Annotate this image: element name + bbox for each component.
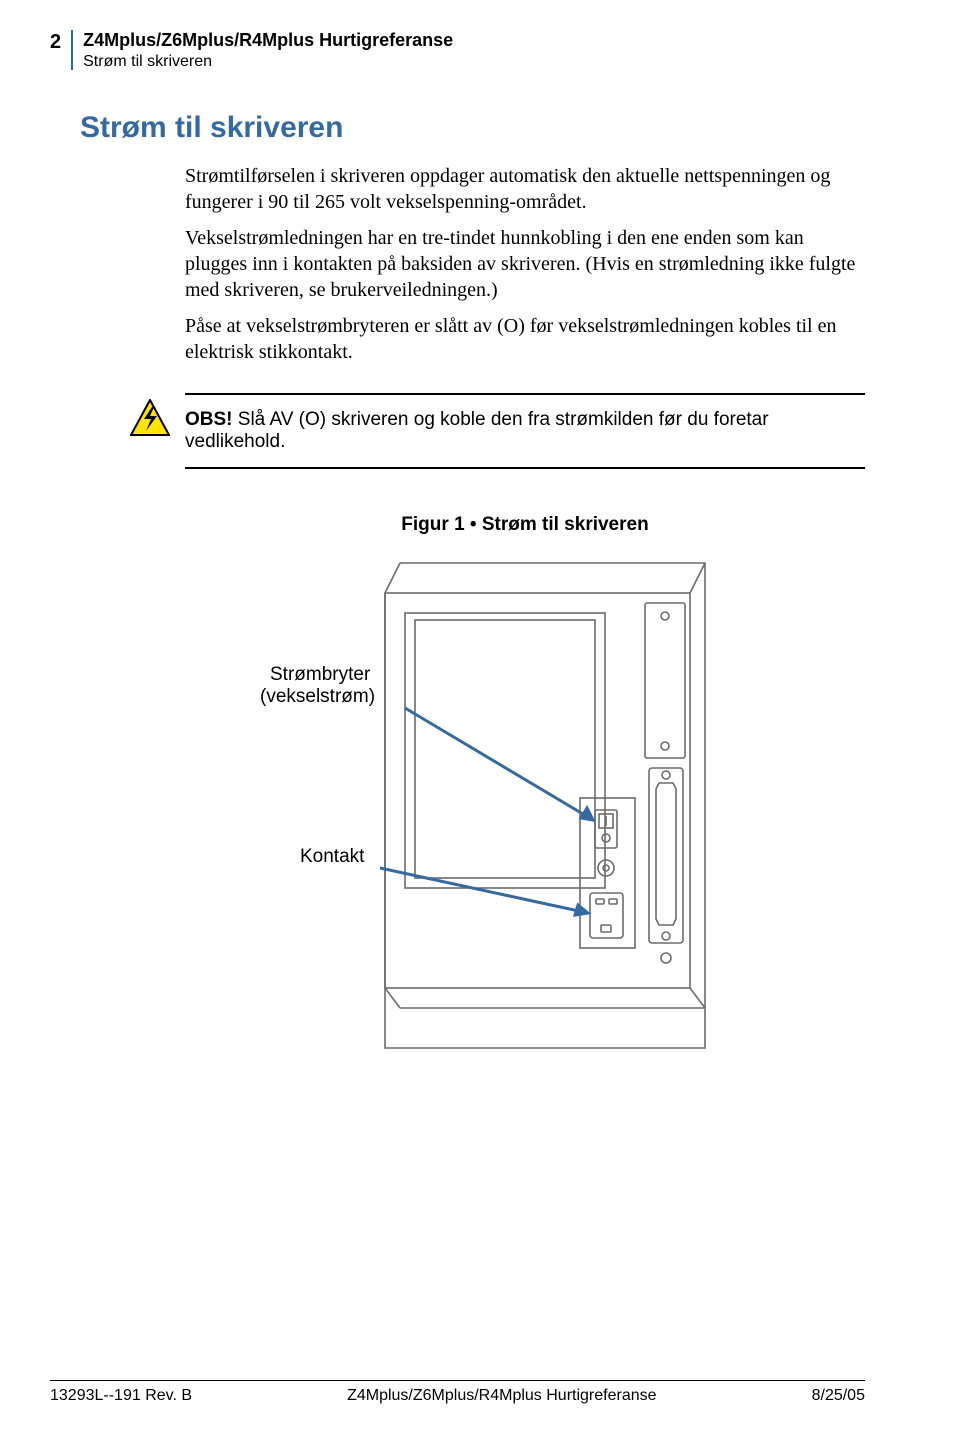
figure-label-socket: Kontakt (300, 846, 365, 867)
warning-icon (130, 393, 175, 442)
page-number: 2 (50, 30, 61, 54)
header-title: Z4Mplus/Z6Mplus/R4Mplus Hurtigreferanse (83, 30, 453, 52)
footer-left: 13293L--191 Rev. B (50, 1387, 192, 1405)
warning-block: OBS! Slå AV (O) skriveren og koble den f… (130, 393, 865, 469)
warning-body: Slå AV (O) skriveren og koble den fra st… (185, 409, 769, 452)
section-heading: Strøm til skriveren (80, 111, 865, 145)
paragraph: Strømtilførselen i skriveren oppdager au… (185, 163, 865, 215)
warning-text: OBS! Slå AV (O) skriveren og koble den f… (185, 409, 769, 452)
body-text: Strømtilførselen i skriveren oppdager au… (185, 163, 865, 365)
page-footer: 13293L--191 Rev. B Z4Mplus/Z6Mplus/R4Mpl… (50, 1380, 865, 1405)
page-header: 2 Z4Mplus/Z6Mplus/R4Mplus Hurtigreferans… (50, 30, 865, 71)
figure-label-switch: Strømbryter (270, 664, 371, 685)
header-subtitle: Strøm til skriveren (83, 52, 453, 71)
figure-caption: Figur 1 • Strøm til skriveren (185, 514, 865, 536)
figure-label-switch2: (vekselstrøm) (260, 686, 375, 707)
header-divider (71, 30, 73, 70)
warning-label: OBS! (185, 409, 233, 430)
footer-center: Z4Mplus/Z6Mplus/R4Mplus Hurtigreferanse (347, 1387, 656, 1405)
paragraph: Påse at vekselstrømbryteren er slått av … (185, 313, 865, 365)
figure: Strømbryter (vekselstrøm) Kontakt (185, 558, 865, 1078)
footer-right: 8/25/05 (812, 1387, 865, 1405)
paragraph: Vekselstrømledningen har en tre-tindet h… (185, 225, 865, 303)
